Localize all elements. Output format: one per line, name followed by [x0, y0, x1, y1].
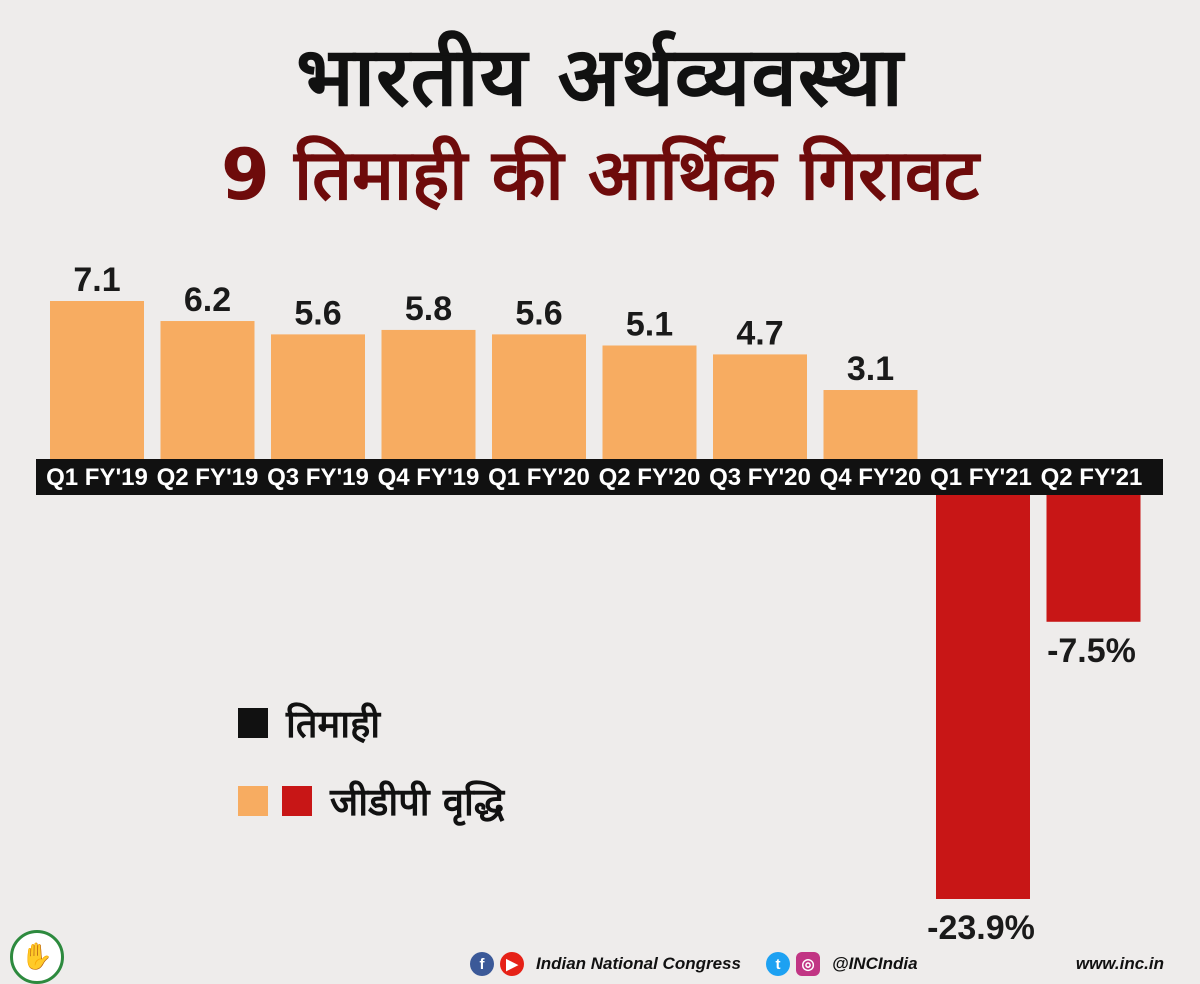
legend-swatch-quarter [238, 708, 268, 738]
data-label: 5.8 [405, 290, 452, 328]
bar [381, 329, 476, 459]
youtube-icon[interactable]: ▶ [500, 952, 524, 976]
legend-item-quarter: तिमाही [238, 695, 504, 751]
legend-label-gdp: जीडीपी वृद्धि [330, 780, 505, 824]
legend-swatch-negative [282, 786, 312, 816]
data-label: 5.1 [626, 306, 673, 344]
twitter-icon[interactable]: t [766, 952, 790, 976]
legend-label-quarter: तिमाही [286, 702, 381, 746]
bar [160, 321, 255, 459]
bar [602, 345, 697, 459]
organization-name: Indian National Congress [536, 954, 741, 973]
category-label: Q3 FY'19 [267, 464, 369, 491]
legend: तिमाही जीडीपी वृद्धि [238, 695, 504, 851]
bar [713, 354, 807, 459]
legend-item-gdp: जीडीपी वृद्धि [238, 773, 504, 829]
data-label: 4.7 [736, 314, 783, 352]
bar [936, 495, 1030, 899]
footer: ✋ f ▶ Indian National Congress t ◎ @INCI… [0, 930, 1200, 984]
page-title: भारतीय अर्थव्यवस्था [296, 30, 904, 125]
category-label: Q2 FY'19 [157, 464, 259, 491]
data-label: 6.2 [184, 281, 231, 319]
category-label: Q2 FY'20 [599, 464, 701, 491]
congress-logo: ✋ [10, 930, 64, 984]
bar [492, 334, 586, 459]
bar [823, 390, 918, 459]
category-label: Q2 FY'21 [1041, 464, 1143, 491]
bar [1046, 495, 1141, 622]
data-label: 7.1 [73, 261, 120, 299]
legend-swatch-positive [238, 786, 268, 816]
social-group-handle: t ◎ @INCIndia [766, 952, 918, 976]
category-label: Q3 FY'20 [709, 464, 811, 491]
category-label: Q4 FY'20 [820, 464, 922, 491]
data-label: 3.1 [847, 350, 894, 388]
category-label: Q4 FY'19 [378, 464, 480, 491]
bar [50, 301, 144, 459]
data-label: 5.6 [515, 294, 562, 332]
facebook-icon[interactable]: f [470, 952, 494, 976]
social-handle: @INCIndia [832, 954, 918, 973]
data-label: -23.9% [927, 909, 1035, 947]
page-subtitle: 9 तिमाही की आर्थिक गिरावट [220, 134, 980, 216]
category-label: Q1 FY'19 [46, 464, 148, 491]
instagram-icon[interactable]: ◎ [796, 952, 820, 976]
category-label: Q1 FY'20 [488, 464, 590, 491]
data-label: 5.6 [294, 294, 341, 332]
bar [271, 334, 365, 459]
social-group-main: f ▶ Indian National Congress [470, 952, 741, 976]
category-axis-band [36, 459, 1163, 495]
category-label: Q1 FY'21 [930, 464, 1032, 491]
data-label: -7.5% [1047, 632, 1136, 670]
website-link[interactable]: www.inc.in [1075, 954, 1164, 973]
